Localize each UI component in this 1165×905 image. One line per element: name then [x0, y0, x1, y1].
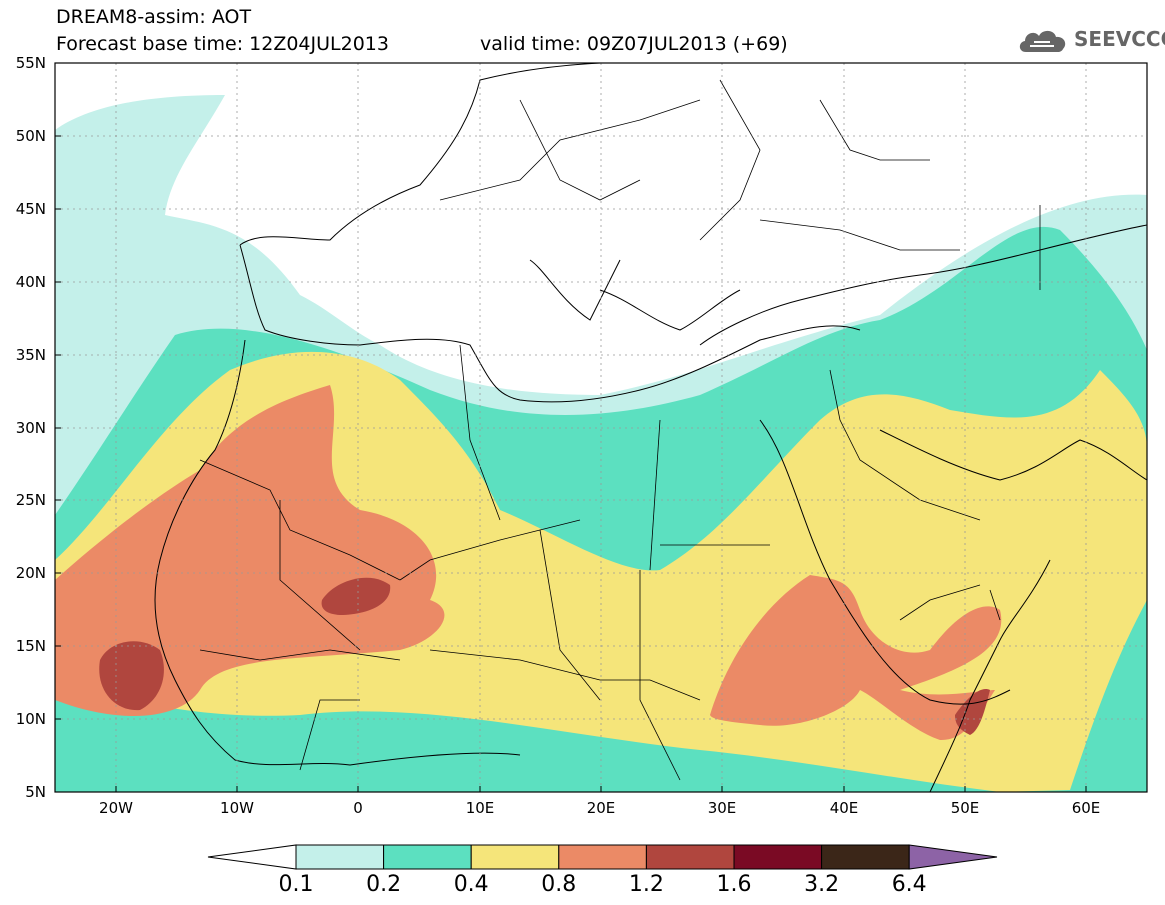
lon-label: 60E	[1071, 799, 1101, 817]
lat-label: 10N	[15, 710, 46, 728]
lat-label: 40N	[15, 273, 46, 291]
colorbar-swatch-0	[295, 844, 385, 870]
lat-label: 20N	[15, 564, 46, 582]
lon-label: 20W	[99, 799, 133, 817]
lon-label: 10E	[465, 799, 495, 817]
colorbar-label: 1.6	[716, 872, 752, 897]
lon-label: 20E	[586, 799, 616, 817]
colorbar-swatch-5	[733, 844, 823, 870]
lat-label: 5N	[25, 783, 46, 801]
logo-text: SEEVCCC	[1074, 27, 1165, 51]
lat-label: 30N	[15, 419, 46, 437]
aot-band-0.8-west	[55, 385, 445, 717]
colorbar-swatch-4	[645, 844, 735, 870]
colorbar-label: 3.2	[804, 872, 840, 897]
lon-label: 30E	[707, 799, 737, 817]
colorbar-over-arrow	[908, 844, 998, 870]
aot-band-1.2-sahel	[99, 641, 164, 711]
aot-band-1.2-mali	[321, 577, 391, 615]
seevccc-logo: SEEVCCC	[1016, 24, 1165, 56]
lat-label: 55N	[15, 54, 46, 72]
colorbar-swatch-6	[821, 844, 910, 870]
aot-field	[55, 95, 1147, 792]
lon-label: 40E	[829, 799, 859, 817]
borders	[199, 79, 1041, 781]
colorbar-swatch-3	[558, 844, 647, 870]
map-title: DREAM8-assim: AOT	[56, 6, 252, 28]
cloud-icon	[1019, 30, 1066, 52]
axis-ticks	[55, 135, 1087, 792]
colorbar-label: 0.4	[453, 872, 489, 897]
lat-label: 35N	[15, 346, 46, 364]
lat-label: 25N	[15, 491, 46, 509]
colorbar-under-arrow	[207, 844, 297, 870]
lon-label: 10W	[220, 799, 254, 817]
colorbar-swatch-2	[470, 844, 560, 870]
forecast-base-time: Forecast base time: 12Z04JUL2013	[56, 33, 389, 55]
colorbar	[207, 844, 998, 870]
colorbar-swatch-1	[383, 844, 472, 870]
coastlines	[154, 63, 1147, 792]
colorbar-label: 0.8	[541, 872, 577, 897]
aot-band-1.2-gulf	[955, 689, 990, 735]
lon-label: 0	[353, 799, 363, 817]
valid-time: valid time: 09Z07JUL2013 (+69)	[480, 33, 788, 55]
lon-label: 50E	[950, 799, 980, 817]
colorbar-label: 0.1	[278, 872, 314, 897]
lat-label: 45N	[15, 200, 46, 218]
lat-label: 50N	[15, 127, 46, 145]
map-grid	[55, 63, 1147, 792]
lat-label: 15N	[15, 637, 46, 655]
colorbar-label: 6.4	[891, 872, 927, 897]
colorbar-label: 0.2	[366, 872, 402, 897]
colorbar-label: 1.2	[628, 872, 664, 897]
